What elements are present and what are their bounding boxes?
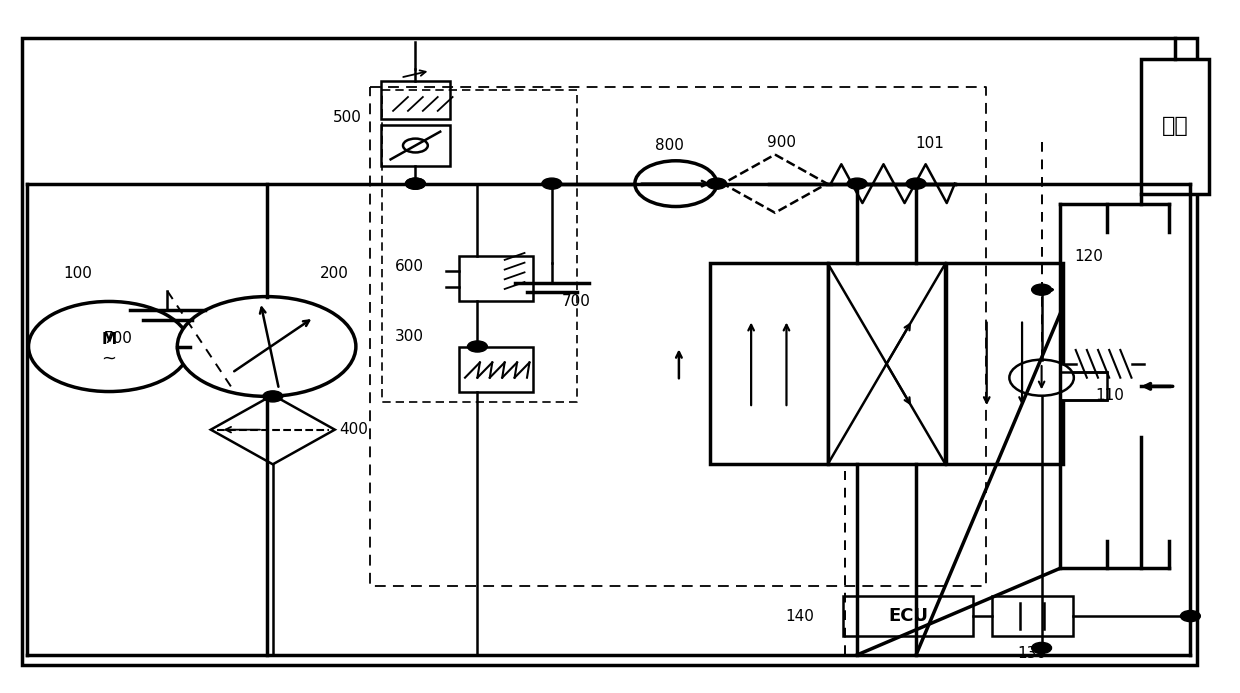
Circle shape (635, 161, 717, 207)
Text: 500: 500 (332, 110, 362, 125)
Circle shape (1180, 611, 1200, 622)
Bar (945, 263, 1063, 464)
Text: 130: 130 (1018, 646, 1047, 661)
Circle shape (405, 178, 425, 189)
Text: ~: ~ (102, 350, 117, 368)
Circle shape (1009, 360, 1074, 396)
Text: 200: 200 (320, 266, 350, 281)
Text: 100: 100 (63, 266, 93, 281)
Text: 110: 110 (1095, 387, 1125, 403)
Text: 120: 120 (1074, 249, 1104, 264)
Bar (381, 81, 450, 119)
Text: 400: 400 (339, 422, 368, 437)
Circle shape (906, 178, 926, 189)
Bar (709, 263, 828, 464)
Circle shape (29, 301, 190, 392)
Bar (459, 256, 533, 301)
Text: 101: 101 (915, 136, 945, 151)
Circle shape (263, 391, 283, 402)
Text: 舵面: 舵面 (1162, 116, 1188, 137)
Circle shape (707, 178, 727, 189)
Circle shape (1032, 284, 1052, 295)
Text: M: M (102, 332, 117, 347)
Text: 800: 800 (655, 138, 684, 153)
Text: 700: 700 (562, 294, 591, 309)
Circle shape (177, 297, 356, 396)
Circle shape (542, 178, 562, 189)
Circle shape (405, 178, 425, 189)
Bar (459, 346, 533, 392)
Text: ECU: ECU (888, 607, 929, 625)
Text: 140: 140 (785, 608, 815, 624)
Bar (381, 125, 450, 166)
Bar (992, 596, 1073, 636)
Text: 700: 700 (103, 331, 133, 346)
Bar (828, 263, 945, 464)
Circle shape (847, 178, 867, 189)
Text: 300: 300 (394, 328, 424, 344)
Text: 600: 600 (394, 259, 424, 274)
Bar (1141, 59, 1209, 194)
Text: 900: 900 (766, 134, 796, 150)
Circle shape (467, 341, 487, 352)
Bar (1060, 373, 1107, 400)
Circle shape (1032, 642, 1052, 653)
Circle shape (403, 139, 428, 152)
Bar (843, 596, 973, 636)
